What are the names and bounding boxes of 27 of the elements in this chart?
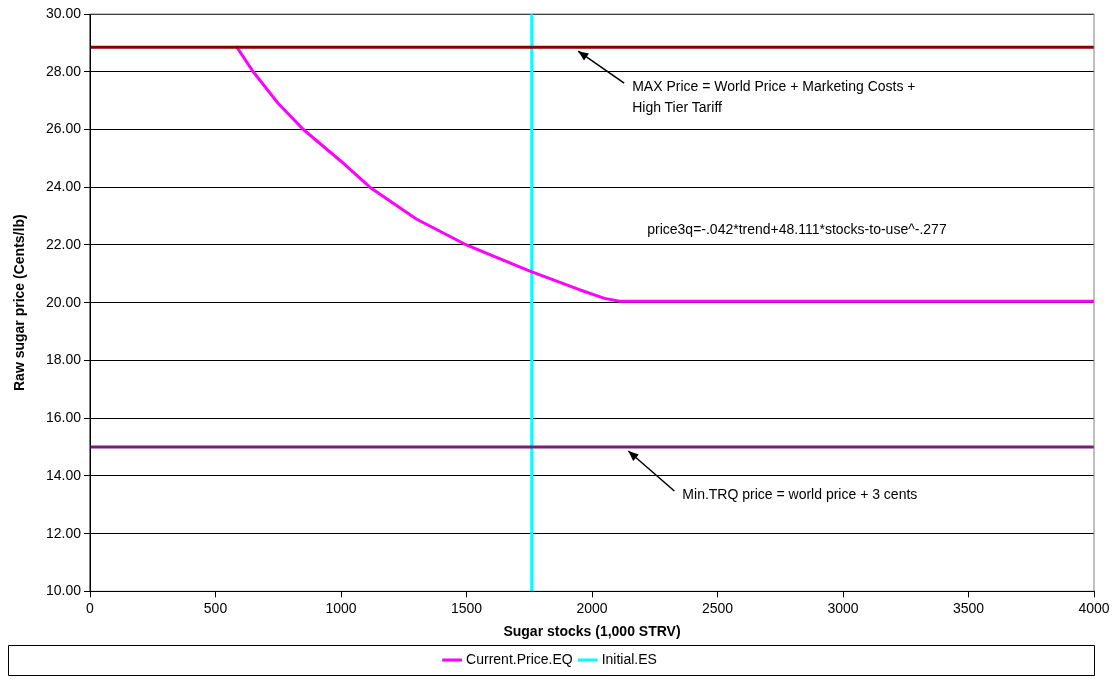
y-tick-label: 26.00 [45,120,82,137]
y-tick-label: 20.00 [45,293,82,310]
y-tick-label: 22.00 [45,235,82,252]
x-tick-label: 2000 [576,599,608,616]
legend-label: Initial.ES [601,650,657,667]
x-tick-label: 1500 [450,599,483,616]
y-tick-label: 18.00 [45,351,82,368]
y-tick-label: 30.00 [45,4,82,21]
x-tick-label: 2500 [701,599,734,616]
x-tick-label: 0 [86,599,95,616]
y-tick-label: 24.00 [45,178,82,195]
y-axis-title: Raw sugar price (Cents/lb) [11,214,28,391]
legend-label: Current.Price.EQ [466,650,573,667]
x-tick-label: 500 [203,599,228,616]
y-tick-label: 14.00 [45,466,82,483]
x-tick-label: 4000 [1078,599,1110,616]
x-tick-label: 3000 [827,599,859,616]
x-axis-title: Sugar stocks (1,000 STRV) [503,623,681,640]
annotation: price3q=-.042*trend+48.111*stocks-to-use^-.277 [647,220,947,237]
x-tick-label: 3500 [952,599,985,616]
ref-line-label: MAX Price = World Price + Marketing Costs + High Tier Tariff [632,78,916,116]
y-tick-label: 16.00 [45,409,82,426]
y-tick-label: 10.00 [45,582,82,599]
x-tick-label: 1000 [325,599,357,616]
y-tick-label: 12.00 [45,524,82,541]
ref-line-label: Min.TRQ price = world price + 3 cents [682,485,918,502]
y-tick-label: 28.00 [45,62,82,79]
